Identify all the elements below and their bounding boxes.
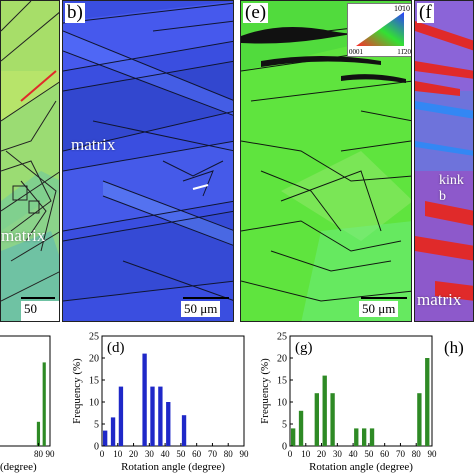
panel-label-h: (h) [444,338,464,357]
histogram-d-svg: 0 5 10 15 20 25 0 10 20 30 40 50 60 70 80 90 Rotation an… [71,332,250,474]
x-tick-label: 40 [161,449,171,459]
histogram-bar [36,421,41,446]
map-a-texture [1,1,59,321]
y-tick-label: 25 [277,332,287,343]
y-tick-label: 0 [94,442,99,453]
x-tick-label: 20 [129,449,139,459]
histogram-bar [322,375,327,446]
histogram-c-svg: 80 90 (degree) [0,335,56,473]
histogram-bar [417,393,422,446]
x-tick-label: 30 [333,449,343,459]
histogram-c: 80 90 (degree) [0,330,60,474]
plot-frame [101,335,245,447]
histogram-bar [330,393,335,446]
y-tick-label: 5 [282,420,287,431]
y-axis-label: Frequency (%) [71,358,83,424]
x-tick-label: 90 [240,449,250,459]
x-tick-label: 90 [46,449,56,459]
histogram-bar [158,386,163,446]
panel-label-e: (e) [243,2,269,23]
x-tick-label: 80 [412,449,422,459]
histogram-bar [42,362,46,446]
scale-bar-a [21,297,55,299]
plot-frame [0,335,51,447]
map-b-texture [63,1,233,321]
panel-label-b: b) [65,2,85,23]
x-tick-label: 90 [428,449,438,459]
x-tick-label: 10 [301,449,311,459]
histogram-bar [166,402,171,446]
x-axis-label: Rotation angle (degree) [309,461,413,473]
scale-bar-e [361,297,407,299]
panel-label: (d) [107,340,125,356]
x-tick-label: 0 [100,449,105,459]
y-tick-label: 20 [277,354,287,365]
histogram-bar [369,428,375,446]
ipf-color-key: 10̄10 0001 11̄20 [347,3,411,57]
y-tick-label: 25 [89,332,99,343]
panel-label: (g) [295,340,313,356]
histogram-bar [142,353,147,446]
histogram-bar [102,430,108,446]
x-tick-label: 20 [317,449,327,459]
y-tick-label: 10 [277,398,287,409]
matrix-label-a: matrix [1,226,46,245]
histogram-g: 0 5 10 15 20 25 0 10 20 30 40 50 60 70 80 90 Rotation an… [252,330,442,474]
histogram-g-svg: 0 5 10 15 20 25 0 10 20 30 40 50 60 70 80 90 Rotation an… [259,332,438,474]
ipf-key-left: 0001 [349,48,363,56]
x-tick-label: 10 [113,449,123,459]
y-tick-label: 15 [277,376,287,387]
ebsd-map-e: (e) 10̄10 0001 11̄20 50 μm [240,0,412,322]
x-tick-label: 80 [34,449,44,459]
histogram-bar [298,410,304,446]
histogram-bar [290,428,296,446]
scale-text-e: 50 μm [359,301,399,317]
scale-text-b: 50 μm [181,301,221,317]
y-tick-label: 10 [89,398,99,409]
x-tick-label: 50 [364,449,374,459]
histogram-bar [425,358,430,446]
x-tick-label: 50 [176,449,186,459]
x-tick-label: 40 [349,449,359,459]
x-tick-label: 30 [145,449,155,459]
x-tick-label: 70 [208,449,218,459]
scale-text-a: 50 μm [21,301,59,321]
histogram-d: 0 5 10 15 20 25 0 10 20 30 40 50 60 70 80 90 Rotation an… [62,330,252,474]
ebsd-map-b: b) matrix 50 μm [62,0,234,322]
panel-label-f: (f [417,2,434,23]
ipf-key-right: 11̄20 [397,48,411,56]
histogram-bar [361,428,367,446]
x-tick-label: 60 [192,449,202,459]
ipf-key-top: 10̄10 [394,4,410,13]
y-axis-label: Frequency (%) [259,358,271,424]
histogram-bar [181,415,187,446]
plot-frame [289,335,433,447]
x-axis-label: Rotation angle (degree) [121,461,225,473]
y-tick-label: 0 [282,442,287,453]
y-tick-label: 20 [89,354,99,365]
scale-bar-b [183,297,229,299]
map-f-texture [415,1,473,321]
x-axis-label: (degree) [0,461,37,473]
ebsd-map-f: (f kink b matrix [414,0,474,322]
y-tick-label: 15 [89,376,99,387]
kink-band-label-f: kink b [439,173,464,204]
histogram-bar [150,386,155,446]
ebsd-map-a: matrix 50 μm [0,0,60,322]
histogram-bar [110,417,116,446]
matrix-label-b: matrix [71,135,116,154]
x-tick-label: 60 [380,449,390,459]
x-tick-label: 80 [224,449,234,459]
y-tick-label: 5 [94,420,99,431]
x-tick-label: 70 [396,449,406,459]
histogram-bar [314,393,319,446]
histogram-bar [354,428,359,446]
histogram-bar [118,386,124,446]
ipf-triangle [356,12,404,46]
x-tick-label: 0 [288,449,293,459]
matrix-label-f: matrix [417,290,462,309]
